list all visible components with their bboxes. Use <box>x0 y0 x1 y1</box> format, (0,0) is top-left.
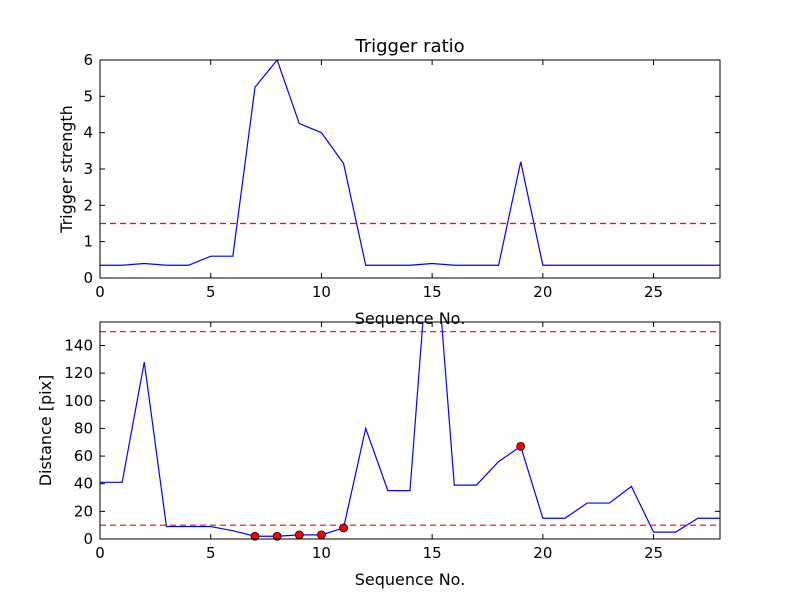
panel2-x-tick-label-5: 25 <box>644 544 663 562</box>
panel1-y-tick-label-3: 3 <box>83 160 93 178</box>
panel2-y-axis-label: Distance [pix] <box>36 375 55 487</box>
panel2-x-axis-label: Sequence No. <box>355 570 466 589</box>
panel1-y-tick-label-0: 0 <box>83 269 93 287</box>
panel2-x-tick-label-2: 10 <box>312 544 331 562</box>
panel1-plot-area <box>100 60 720 266</box>
panel1-y-tick-label-4: 4 <box>83 124 93 142</box>
panel1-y-tick-label-6: 6 <box>83 51 93 69</box>
panel2-y-tick-label-1: 20 <box>74 502 93 520</box>
panel1: 0 5 10 15 20 25 0 1 2 3 4 5 6 Trigger ratio Sequence N… <box>57 36 721 328</box>
panel1-axes-frame <box>99 59 721 279</box>
panel2-marker-2 <box>272 531 282 541</box>
panel2-x-tick-label-4: 20 <box>533 544 552 562</box>
panel2-y-tick-label-0: 0 <box>83 530 93 548</box>
panel1-y-tick-label-1: 1 <box>83 233 93 251</box>
panel1-x-tick-label-5: 25 <box>644 283 663 301</box>
panel2-x-tick-label-1: 5 <box>206 544 216 562</box>
panel2-y-tick-label-6: 120 <box>64 364 93 382</box>
panel1-x-tick-label-1: 5 <box>206 283 216 301</box>
panel1-title: Trigger ratio <box>354 36 464 57</box>
panel1-x-tick-label-2: 10 <box>312 283 331 301</box>
panel1-y-tick-label-2: 2 <box>83 196 93 214</box>
panel2-marker-1 <box>250 531 260 541</box>
panel2-x-tick-label-3: 15 <box>423 544 442 562</box>
panel2-y-tick-label-5: 100 <box>64 392 93 410</box>
panel1-x-tick-label-0: 0 <box>95 283 105 301</box>
panel1-x-tick-label-4: 20 <box>533 283 552 301</box>
panel1-x-tick-label-3: 15 <box>423 283 442 301</box>
panel2-marker-5 <box>339 523 348 533</box>
panel2-y-tick-label-3: 60 <box>74 447 93 465</box>
panel2: 0 5 10 15 20 25 0 20 40 60 80 100 120 140 Sequence No.… <box>36 321 721 589</box>
panel1-y-axis-label: Trigger strength <box>57 105 76 234</box>
panel2-axes-frame <box>99 321 721 540</box>
panel2-marker-6 <box>516 441 526 451</box>
panel2-plot-area <box>100 322 720 537</box>
panel2-x-tick-label-0: 0 <box>95 544 105 562</box>
panel2-series-line-1 <box>100 322 720 537</box>
panel2-y-tick-label-4: 80 <box>74 419 93 437</box>
panel1-series-line-1 <box>100 60 720 266</box>
panel2-y-tick-label-7: 140 <box>64 336 93 354</box>
panel1-x-axis-label: Sequence No. <box>355 309 466 328</box>
panel2-marker-3 <box>294 530 304 540</box>
panel1-y-tick-label-5: 5 <box>83 87 93 105</box>
panel2-y-tick-label-2: 40 <box>74 475 93 493</box>
